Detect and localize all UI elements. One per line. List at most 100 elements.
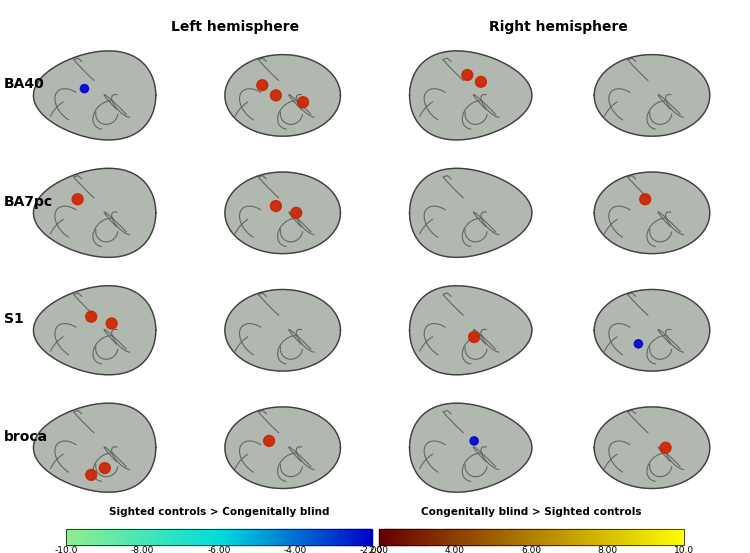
Bar [596,529,599,545]
Bar [73,529,76,545]
Bar [388,529,392,545]
Bar [522,529,526,545]
Bar [461,529,465,545]
Bar [622,529,626,545]
Bar [467,529,471,545]
Bar [82,529,86,545]
Bar [347,529,351,545]
Bar [152,529,155,545]
Bar [197,529,201,545]
Bar [298,529,302,545]
Bar [194,529,198,545]
Polygon shape [225,55,340,136]
Text: Left hemisphere: Left hemisphere [171,20,299,34]
Bar [379,529,382,545]
Polygon shape [594,172,710,254]
Bar [571,529,574,545]
Bar [565,529,568,545]
Bar [160,529,165,545]
Bar [681,529,685,545]
Bar [146,529,149,545]
Circle shape [86,469,97,481]
Text: -10.0: -10.0 [55,546,78,553]
Bar [365,529,369,545]
Bar [491,529,495,545]
Bar [350,529,354,545]
Text: Sighted controls > Congenitally blind: Sighted controls > Congenitally blind [109,507,329,517]
Bar [577,529,580,545]
Bar [419,529,422,545]
Bar [608,529,611,545]
Bar [122,529,125,545]
Circle shape [106,318,117,329]
Polygon shape [410,168,532,257]
Bar [66,529,70,545]
Bar [391,529,394,545]
Bar [583,529,586,545]
Bar [482,529,486,545]
Bar [455,529,459,545]
Bar [100,529,104,545]
Bar [580,529,584,545]
Text: BA7pc: BA7pc [4,195,52,209]
Bar [504,529,508,545]
Bar [356,529,360,545]
Bar [424,529,428,545]
Polygon shape [34,51,156,140]
Bar [265,529,268,545]
Bar [406,529,410,545]
Bar [410,529,413,545]
Polygon shape [225,172,340,254]
Polygon shape [410,51,532,140]
Bar [553,529,556,545]
Bar [277,529,280,545]
Circle shape [476,76,486,87]
Bar [628,529,632,545]
Bar [440,529,443,545]
Bar [256,529,260,545]
Text: -6.00: -6.00 [207,546,230,553]
Bar [473,529,477,545]
Bar [154,529,158,545]
Bar [540,529,544,545]
Bar [140,529,143,545]
Bar [485,529,489,545]
Bar [586,529,590,545]
Bar [295,529,298,545]
Circle shape [100,463,110,473]
Bar [498,529,502,545]
Circle shape [291,207,302,218]
Bar [659,529,663,545]
Circle shape [80,85,88,93]
Circle shape [462,70,472,80]
Bar [222,529,226,545]
Circle shape [660,442,671,453]
Polygon shape [594,55,710,136]
Circle shape [470,437,478,445]
Bar [316,529,320,545]
Bar [191,529,195,545]
Bar [320,529,323,545]
Bar [650,529,654,545]
Bar [494,529,498,545]
Bar [626,529,629,545]
Bar [641,529,645,545]
Bar [559,529,562,545]
Bar [176,529,180,545]
Bar [590,529,593,545]
Circle shape [469,332,479,342]
Bar [442,529,446,545]
Bar [328,529,332,545]
Polygon shape [410,286,532,375]
Polygon shape [225,407,340,488]
Bar [470,529,474,545]
Bar [568,529,572,545]
Bar [452,529,456,545]
Bar [79,529,82,545]
Bar [124,529,128,545]
Bar [544,529,548,545]
Bar [69,529,74,545]
Bar [519,529,523,545]
Bar [647,529,651,545]
Bar [136,529,140,545]
